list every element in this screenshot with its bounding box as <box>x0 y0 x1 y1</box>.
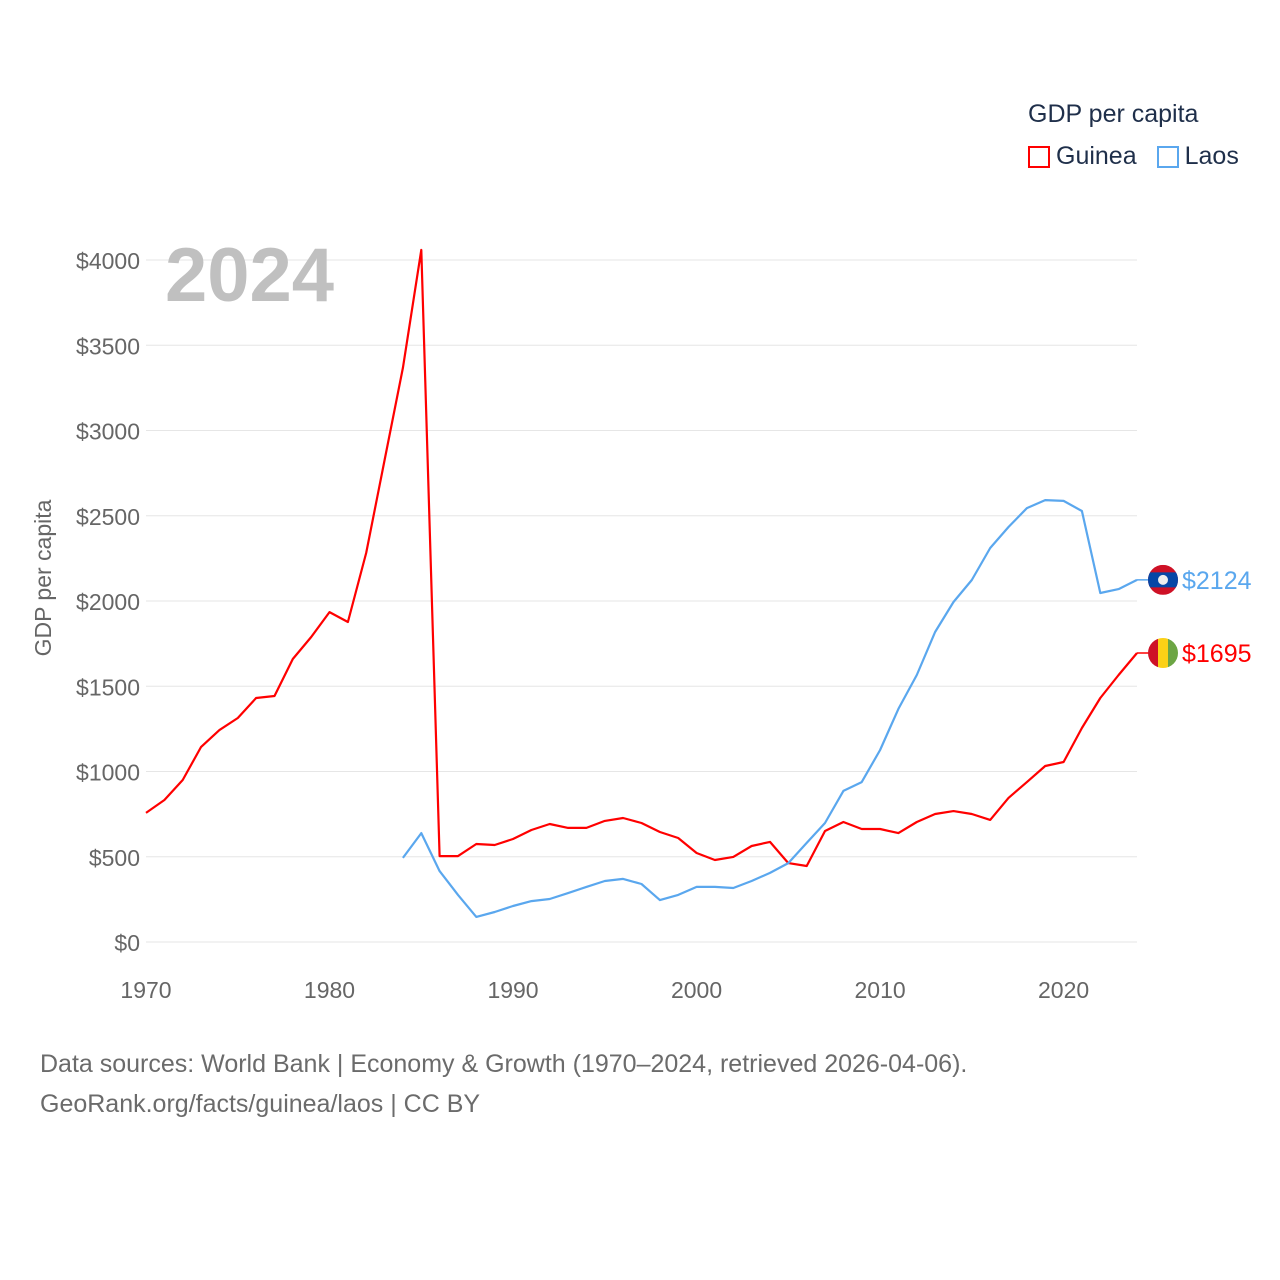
gridlines <box>146 259 1137 943</box>
legend-item-laos[interactable]: Laos <box>1156 142 1239 171</box>
legend: Guinea Laos <box>1028 142 1239 171</box>
x-tick-label: 1970 <box>120 977 171 1003</box>
y-tick-label: $2000 <box>76 589 140 615</box>
laos-flag-icon <box>1148 564 1178 595</box>
y-tick-label: $1500 <box>76 674 140 700</box>
end-value-label-laos: $2124 <box>1182 567 1252 595</box>
y-tick-label: $0 <box>114 930 140 956</box>
guinea-flag-icon <box>1148 638 1178 669</box>
y-axis-ticks: $0 $500 $1000 $1500 $2000 $2500 $3000 $3500 $400… <box>76 248 140 956</box>
y-tick-label: $500 <box>89 845 140 871</box>
x-axis-ticks: 1970 1980 1990 2000 2010 2020 <box>120 977 1089 1003</box>
footer: Data sources: World Bank | Economy & Gro… <box>40 1044 967 1124</box>
y-tick-label: $3000 <box>76 419 140 445</box>
y-tick-label: $3500 <box>76 333 140 359</box>
legend-item-guinea[interactable]: Guinea <box>1028 142 1137 171</box>
x-tick-label: 2000 <box>671 977 722 1003</box>
legend-label-guinea: Guinea <box>1056 142 1137 170</box>
series-lines <box>145 248 1138 919</box>
series-line-laos <box>402 499 1138 919</box>
legend-title: GDP per capita <box>1028 100 1199 128</box>
series-line-guinea <box>145 248 1138 868</box>
x-tick-label: 2020 <box>1038 977 1089 1003</box>
data-sources: Data sources: World Bank | Economy & Gro… <box>40 1050 968 1078</box>
end-labels: $1695 $2124 <box>1137 564 1252 669</box>
y-tick-label: $4000 <box>76 248 140 274</box>
y-axis-title: GDP per capita <box>30 499 56 656</box>
attribution-link[interactable]: GeoRank.org/facts/guinea/laos | CC BY <box>40 1090 481 1118</box>
y-tick-label: $2500 <box>76 504 140 530</box>
legend-label-laos: Laos <box>1184 142 1239 170</box>
year-watermark: 2024 <box>165 233 334 318</box>
legend-swatch-guinea <box>1028 145 1050 168</box>
end-value-label-guinea: $1695 <box>1182 640 1252 668</box>
x-tick-label: 1990 <box>487 977 538 1003</box>
y-tick-label: $1000 <box>76 760 140 786</box>
legend-swatch-laos <box>1156 145 1179 168</box>
x-tick-label: 2010 <box>854 977 905 1003</box>
x-tick-label: 1980 <box>304 977 355 1003</box>
